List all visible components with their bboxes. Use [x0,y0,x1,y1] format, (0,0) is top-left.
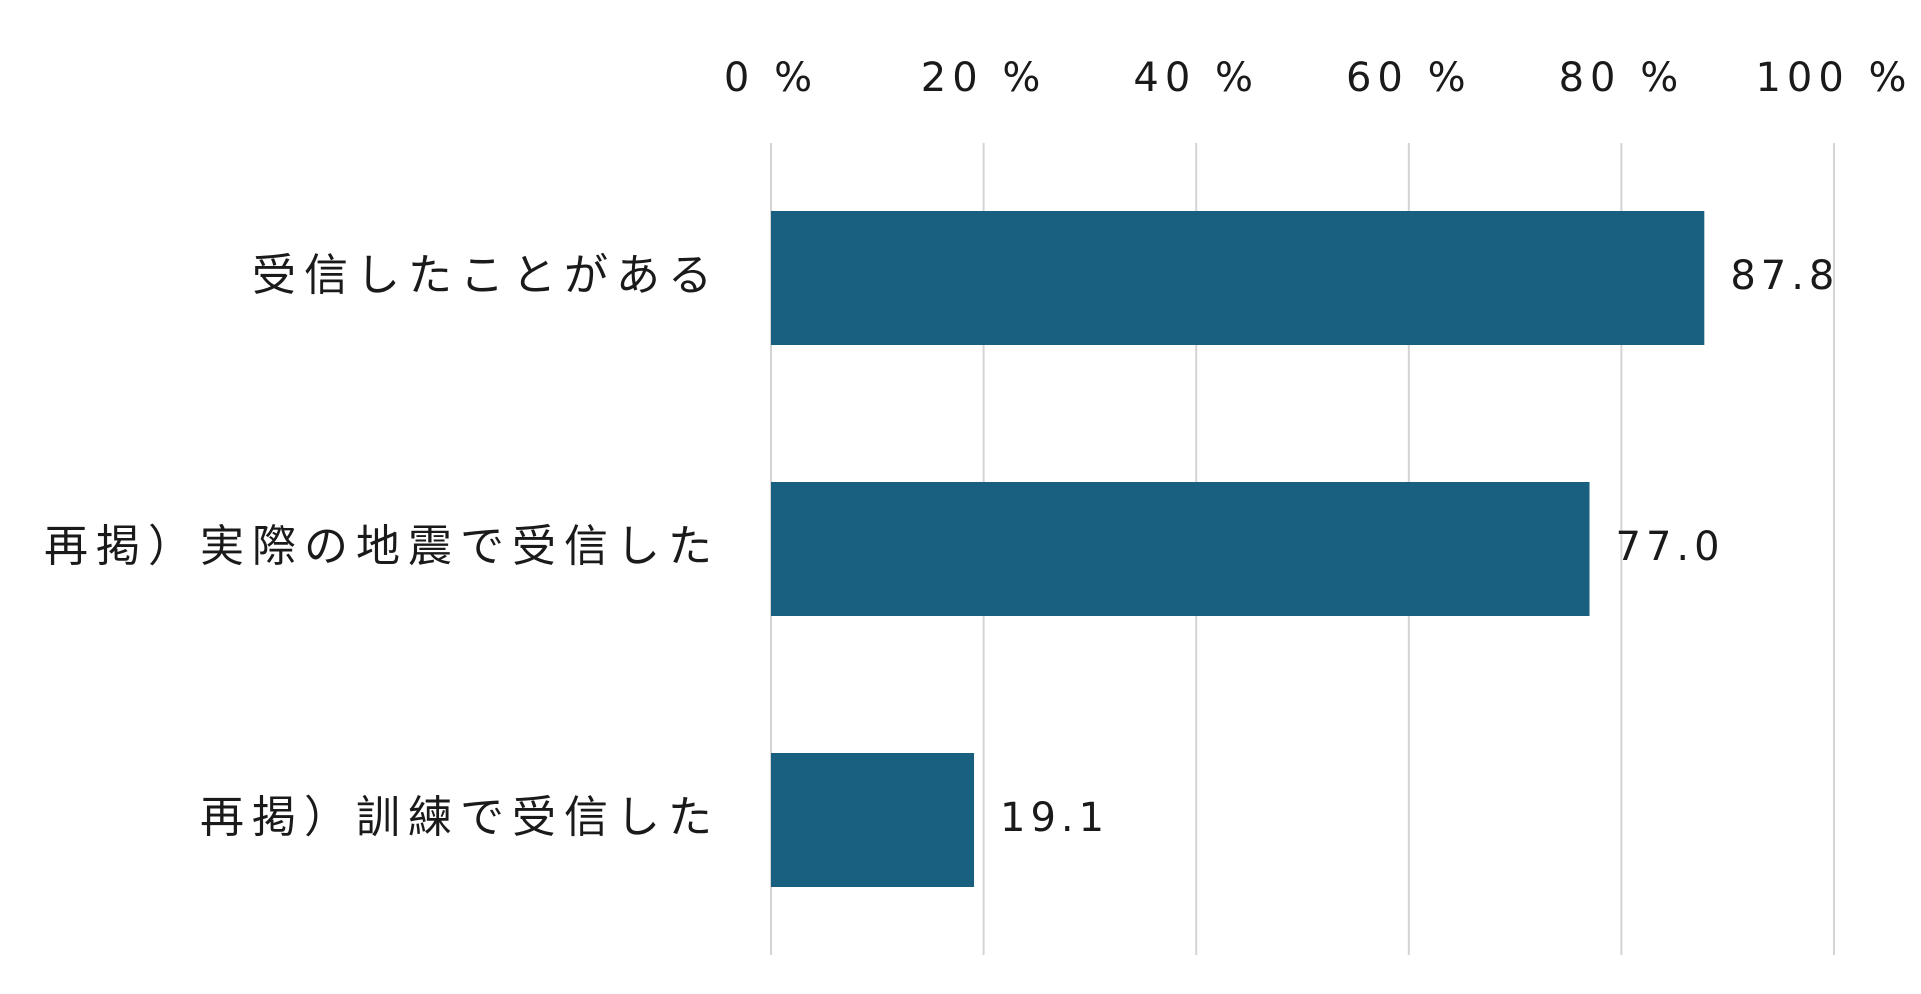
bars [771,211,1705,887]
category-label-1: 受信したことがある [252,250,720,301]
value-label-3: 19.1 [1000,795,1109,841]
category-label-3: 再掲）訓練で受信した [200,792,720,843]
x-tick-label-0: 0 % [724,55,818,101]
bar-1 [771,211,1705,345]
value-labels: 87.8 77.0 19.1 [1000,253,1839,841]
bar-2 [771,482,1590,616]
value-label-2: 77.0 [1616,524,1725,570]
x-axis-tick-labels: 0 % 20 % 40 % 60 % 80 % 100 % [724,55,1912,101]
bar-3 [771,753,975,887]
x-tick-label-40: 40 % [1133,55,1259,101]
category-label-2: 再掲）実際の地震で受信した [44,521,720,572]
value-label-1: 87.8 [1730,253,1839,299]
x-tick-label-100: 100 % [1755,55,1912,101]
x-tick-label-80: 80 % [1559,55,1685,101]
x-tick-label-60: 60 % [1346,55,1472,101]
x-tick-label-20: 20 % [921,55,1047,101]
